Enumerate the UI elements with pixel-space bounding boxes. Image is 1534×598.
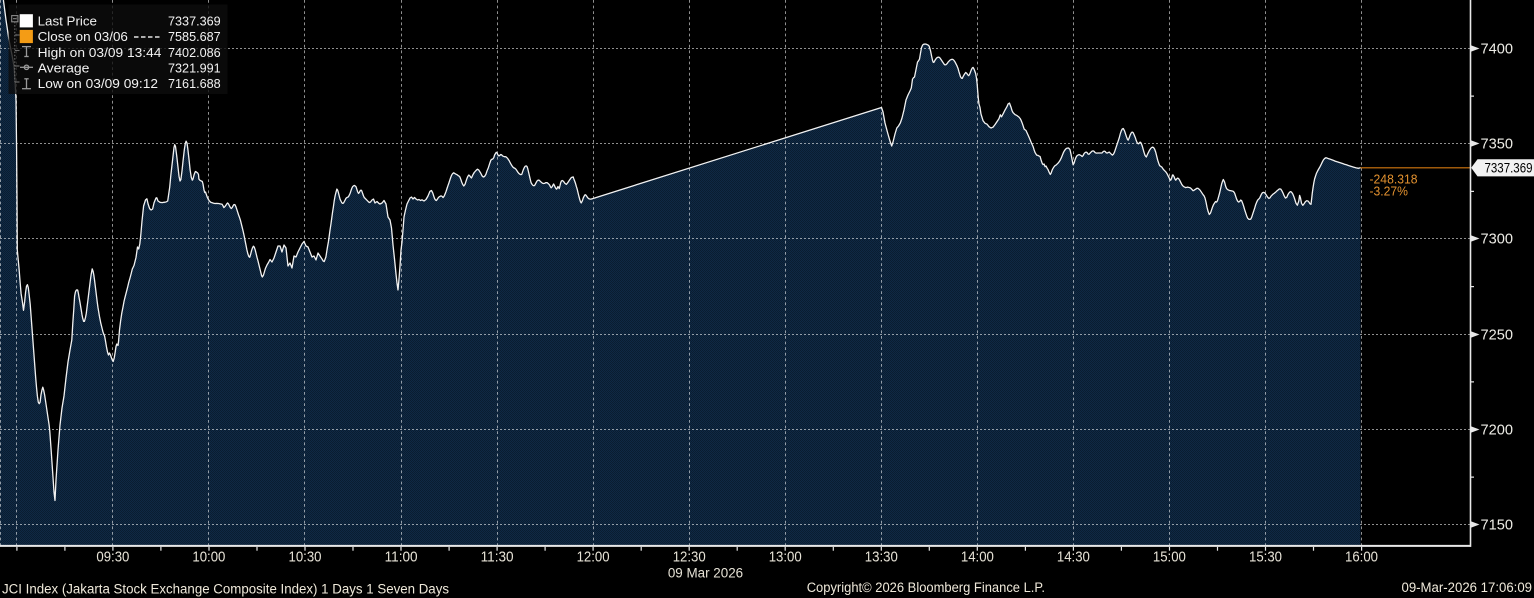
svg-text:Close on 03/06: Close on 03/06 xyxy=(38,29,128,44)
svg-text:7350: 7350 xyxy=(1481,136,1514,153)
svg-text:11:30: 11:30 xyxy=(481,549,514,566)
svg-text:11:00: 11:00 xyxy=(385,549,418,566)
svg-text:13:00: 13:00 xyxy=(769,549,802,566)
svg-text:14:00: 14:00 xyxy=(961,549,994,566)
svg-text:15:00: 15:00 xyxy=(1153,549,1186,566)
svg-text:15:30: 15:30 xyxy=(1249,549,1282,566)
svg-text:10:30: 10:30 xyxy=(289,549,322,566)
svg-text:-248.318: -248.318 xyxy=(1370,172,1418,187)
svg-text:7337.369: 7337.369 xyxy=(1485,160,1533,175)
svg-text:10:00: 10:00 xyxy=(192,549,225,566)
svg-text:13:30: 13:30 xyxy=(865,549,898,566)
svg-text:09-Mar-2026 17:06:09: 09-Mar-2026 17:06:09 xyxy=(1402,580,1533,595)
svg-text:7402.086: 7402.086 xyxy=(168,45,221,60)
svg-text:-3.27%: -3.27% xyxy=(1370,184,1409,199)
svg-text:7200: 7200 xyxy=(1481,422,1514,439)
svg-text:16:00: 16:00 xyxy=(1345,549,1378,566)
svg-text:7161.688: 7161.688 xyxy=(168,76,221,91)
svg-text:7585.687: 7585.687 xyxy=(168,29,221,44)
svg-text:Average: Average xyxy=(38,61,90,76)
svg-text:7321.991: 7321.991 xyxy=(168,61,221,76)
svg-text:7250: 7250 xyxy=(1481,327,1514,344)
svg-text:09:30: 09:30 xyxy=(96,549,129,566)
svg-text:7150: 7150 xyxy=(1481,517,1514,534)
svg-text:7400: 7400 xyxy=(1481,41,1514,58)
svg-text:09 Mar 2026: 09 Mar 2026 xyxy=(668,566,743,581)
svg-text:Last Price: Last Price xyxy=(38,13,97,28)
svg-text:JCI Index (Jakarta Stock Excha: JCI Index (Jakarta Stock Exchange Compos… xyxy=(2,582,449,597)
svg-text:Copyright© 2026 Bloomberg Fina: Copyright© 2026 Bloomberg Finance L.P. xyxy=(807,580,1045,595)
svg-text:12:00: 12:00 xyxy=(577,549,610,566)
svg-text:High on 03/09 13:44: High on 03/09 13:44 xyxy=(38,45,162,60)
svg-text:14:30: 14:30 xyxy=(1057,549,1090,566)
svg-text:12:30: 12:30 xyxy=(673,549,706,566)
svg-text:Low on 03/09 09:12: Low on 03/09 09:12 xyxy=(38,76,158,91)
svg-text:7337.369: 7337.369 xyxy=(168,13,221,28)
svg-text:7300: 7300 xyxy=(1481,231,1514,248)
